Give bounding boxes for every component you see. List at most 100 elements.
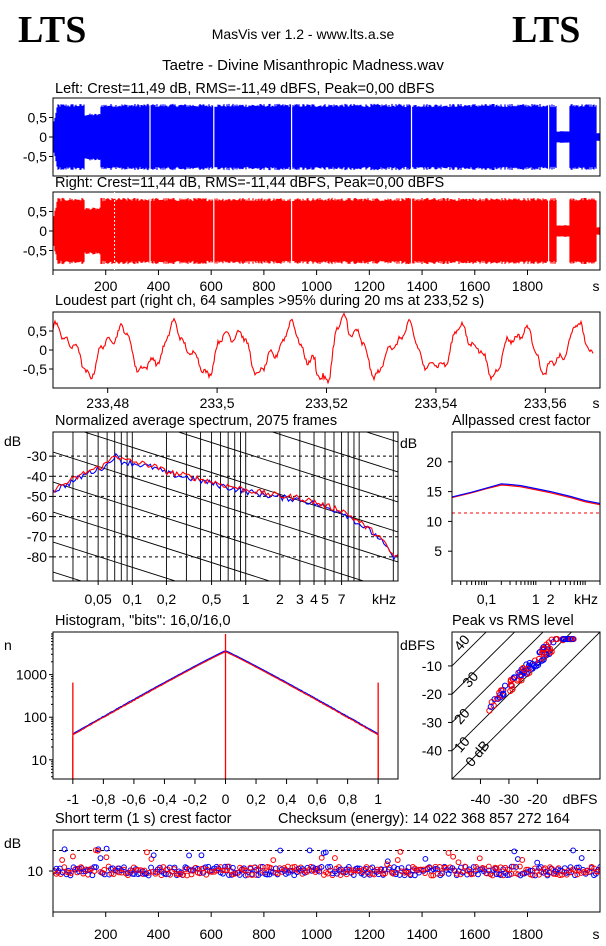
peak-rms-point — [529, 660, 536, 668]
right-wave-envelope — [53, 197, 600, 265]
crest-point — [422, 870, 428, 877]
crest-point — [519, 857, 526, 863]
peak-rms-point — [526, 659, 533, 667]
peak-rms-title: Peak vs RMS level — [452, 613, 574, 629]
histogram-title: Histogram, "bits": 16,0/16,0 — [55, 613, 231, 629]
spectrum-xtick-label: 4 — [310, 591, 318, 607]
crest-point — [306, 847, 313, 854]
histogram-ytick-label: 1000 — [16, 667, 47, 683]
crest-point — [270, 857, 277, 863]
right-wave-xtick-label: 1400 — [406, 278, 437, 294]
spec-diag — [53, 481, 365, 581]
histogram-xtick-label: -0,2 — [183, 791, 207, 807]
loudest-ytick-label: 0 — [39, 342, 47, 358]
peak-rms-point — [540, 644, 547, 651]
spectrum-xtick-label: 3 — [296, 591, 304, 607]
crest-point — [316, 868, 323, 875]
crest-point — [445, 870, 452, 877]
spectrum-plot — [53, 432, 398, 581]
peak-rms-point — [517, 673, 524, 680]
peak-rms-point — [499, 690, 506, 697]
spectrum-ytick-label: -60 — [27, 509, 47, 525]
crest-point — [93, 864, 99, 871]
crest-point — [511, 848, 518, 855]
crest-xtick-label: 1000 — [301, 926, 332, 942]
peak-rms-point — [518, 672, 525, 679]
crest-xunit: s — [593, 926, 600, 942]
crest-point — [485, 863, 492, 870]
allpass-ytick-label: 5 — [434, 543, 442, 559]
crest-point — [277, 847, 284, 854]
crest-point — [516, 863, 523, 870]
histogram-ytick-label: 100 — [24, 709, 48, 725]
crest-xtick-label: 1400 — [406, 926, 437, 942]
histogram-ytick-label: 10 — [31, 752, 47, 768]
crest-point — [67, 872, 74, 879]
right-wave-xtick-label: 1200 — [354, 278, 385, 294]
spectrum-ytick-label: -70 — [27, 529, 47, 545]
crest-point — [513, 864, 520, 870]
spec-diag — [176, 432, 398, 503]
crest-point — [100, 870, 106, 876]
crest-point — [121, 864, 127, 871]
crest-point — [438, 870, 445, 876]
loudest-xunit: s — [593, 395, 600, 411]
crest-point — [468, 871, 475, 878]
peak-rms-point — [486, 707, 493, 714]
crest-point — [171, 866, 178, 872]
crest-point — [229, 864, 236, 871]
peak-rms-diag — [452, 632, 544, 724]
allpass-ytick-label: 15 — [426, 484, 442, 500]
crest-point — [240, 867, 247, 873]
histogram-xtick-label: 1 — [374, 791, 382, 807]
peak-rms-point — [569, 635, 576, 643]
crest-point — [249, 872, 255, 878]
allpass-xtick-label: 0,1 — [477, 591, 497, 607]
allpass-yunit: dB — [400, 435, 417, 451]
crest-point — [140, 871, 146, 877]
peak-rms-diag — [452, 632, 487, 667]
peak-rms-point — [548, 648, 555, 655]
left-wave-envelope — [53, 103, 600, 171]
peak-rms-xtick-label: -30 — [499, 791, 519, 807]
right-wave-xtick-label: 800 — [252, 278, 276, 294]
allpass-ytick-label: 20 — [426, 454, 442, 470]
peak-rms-point — [507, 678, 514, 685]
right-wave-xunit: s — [593, 278, 600, 294]
peak-rms-xunit: dBFS — [562, 791, 597, 807]
spectrum-ytick-label: -80 — [27, 549, 47, 565]
crest-point — [97, 855, 104, 862]
spectrum-xtick-label: 7 — [338, 591, 346, 607]
peak-rms-frame — [451, 631, 601, 780]
peak-rms-point — [490, 702, 497, 709]
spectrum-title: Normalized average spectrum, 2075 frames — [55, 413, 338, 429]
allpass-plot — [452, 483, 600, 514]
crest-point — [529, 872, 536, 879]
crest-point — [327, 863, 334, 870]
loudest-xtick-label: 233,56 — [524, 395, 567, 411]
crest-point — [61, 846, 68, 853]
left-wave-ytick-label: 0 — [39, 129, 47, 145]
crest-point — [318, 864, 325, 870]
crest-point — [394, 857, 401, 863]
crest-point — [534, 859, 541, 866]
spec-diag — [53, 451, 398, 563]
peak-rms-point — [511, 674, 518, 681]
peak-rms-point — [500, 691, 507, 698]
crest-point — [504, 866, 511, 873]
crest-point — [381, 866, 388, 873]
crest-xtick-label: 400 — [147, 926, 171, 942]
crest-point — [236, 872, 243, 878]
allpass-right — [452, 484, 600, 506]
peak-rms-point — [546, 645, 553, 652]
spectrum-left — [53, 452, 398, 561]
peak-rms-point — [560, 635, 567, 643]
peak-rms-xtick-label: -20 — [527, 791, 547, 807]
peak-rms-point — [518, 666, 525, 673]
crest-point — [411, 872, 418, 879]
crest-point — [510, 863, 517, 870]
crest-point — [101, 866, 108, 873]
crest-point — [322, 849, 329, 856]
crest-point — [597, 864, 600, 870]
histogram-xtick-label: 0,2 — [246, 791, 266, 807]
